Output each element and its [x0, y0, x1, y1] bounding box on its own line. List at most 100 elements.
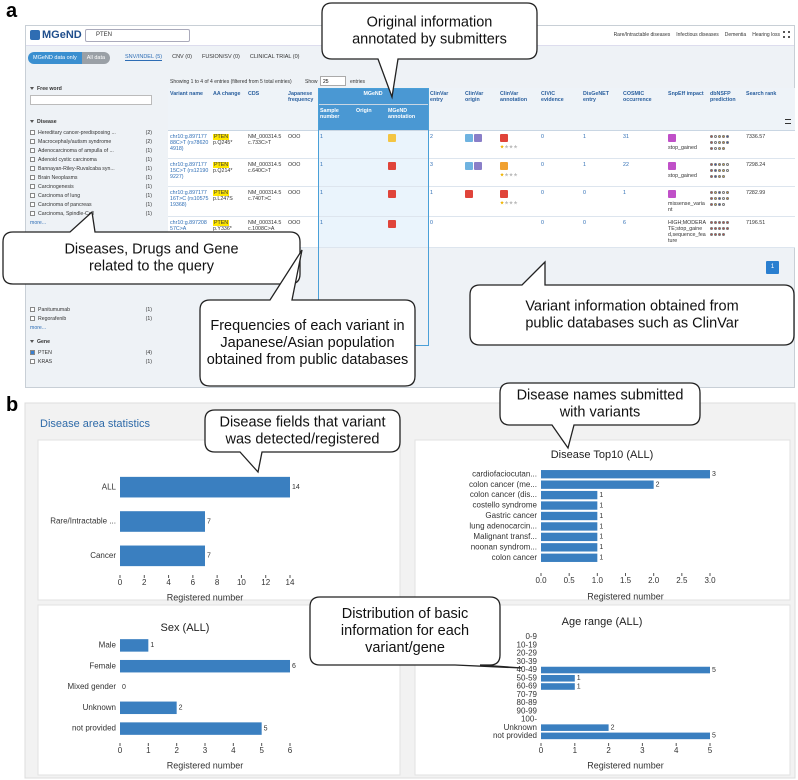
item-name[interactable]: Regorafenib: [38, 315, 67, 322]
dot: [721, 232, 725, 236]
dot: [714, 140, 718, 144]
column-header: ClinVar annotation: [498, 88, 540, 131]
icon: [474, 133, 483, 142]
dot: [721, 196, 725, 200]
pagination[interactable]: 1: [766, 261, 779, 274]
x-axis-label: Registered number: [587, 591, 664, 601]
chart-panel: [414, 604, 791, 776]
item-name[interactable]: Adenocarcinoma of ampulla of ...: [38, 147, 114, 154]
bar: [541, 480, 654, 489]
x-tick-label: 4: [231, 746, 236, 755]
value-label: 5: [712, 667, 716, 674]
cell: [708, 158, 745, 187]
checkbox[interactable]: [30, 184, 35, 189]
tab[interactable]: CNV (0): [172, 54, 192, 60]
y-tick-label: 40-49: [517, 665, 538, 674]
sidebar-item: Carcinogenesis (1): [30, 182, 152, 191]
chart-panel: [37, 439, 401, 601]
item-name[interactable]: Macrocephaly/autism syndrome: [38, 138, 112, 145]
dot: [717, 226, 721, 230]
y-tick-label: Female: [89, 661, 116, 670]
checkbox[interactable]: [30, 148, 35, 153]
checkbox[interactable]: [30, 211, 35, 216]
checkbox[interactable]: [30, 359, 35, 364]
table-row: chr10:g.89717788C>T (rs786204918) PTEN p.Q…: [168, 130, 796, 159]
tab[interactable]: SNV/INDEL (5): [125, 54, 163, 61]
tab[interactable]: FUSION/SV (0): [201, 54, 240, 60]
x-tick-label: 1: [573, 746, 578, 755]
value-label: 1: [577, 683, 581, 690]
gene: PTEN: [213, 133, 230, 140]
checkbox[interactable]: [30, 193, 35, 198]
dot: [721, 168, 725, 172]
item-name[interactable]: Carcinoma, Spindle-Cell: [38, 210, 94, 217]
item-name[interactable]: Brain Neoplasms: [38, 174, 78, 181]
dot: [717, 140, 721, 144]
item-name[interactable]: KRAS: [38, 358, 53, 365]
column-header: ClinVar origin: [463, 88, 499, 131]
x-tick-label: 10: [237, 578, 246, 587]
item-name[interactable]: Carcinoma of lung: [38, 192, 81, 199]
variant-name[interactable]: chr10:g.89720857C>A: [170, 219, 207, 232]
checkbox[interactable]: [30, 175, 35, 180]
nav-item[interactable]: Dementia: [724, 32, 747, 38]
free-word-input[interactable]: [30, 95, 152, 105]
cell: OOO: [286, 186, 318, 217]
checkbox[interactable]: [30, 350, 35, 355]
item-count: (1): [145, 315, 152, 322]
search-box[interactable]: PTEN: [85, 29, 190, 42]
nav-item[interactable]: Infectious diseases: [676, 32, 719, 38]
caret: [30, 87, 34, 90]
sample-number: 1: [320, 161, 323, 168]
nav-item[interactable]: Rare/Intractable diseases: [613, 32, 671, 38]
page-length[interactable]: 25: [320, 76, 346, 86]
checkbox[interactable]: [30, 157, 35, 162]
dot: [710, 202, 714, 206]
cell: 1: [621, 186, 667, 217]
more-link[interactable]: more...: [30, 220, 47, 226]
item-name[interactable]: PTEN: [38, 349, 52, 356]
icon: [388, 219, 396, 228]
more-link[interactable]: more...: [30, 325, 47, 331]
checkbox[interactable]: [30, 316, 35, 321]
item-name[interactable]: Panitumumab: [38, 306, 71, 313]
toggle-on[interactable]: MGeND data only: [28, 52, 82, 64]
item-name[interactable]: Hereditary cancer-predisposing ...: [38, 129, 116, 136]
value-label: 5: [712, 733, 716, 740]
dot: [714, 134, 718, 138]
item-name[interactable]: Carcinogenesis: [38, 183, 74, 190]
item-name[interactable]: Adenoid cystic carcinoma: [38, 156, 97, 163]
dot: [710, 232, 714, 236]
cds: NM_000314.5 c.1008C>A: [248, 219, 282, 232]
nav-item[interactable]: Hearing loss: [752, 32, 780, 38]
checkbox[interactable]: [30, 202, 35, 207]
sidebar-item: Brain Neoplasms (1): [30, 173, 152, 182]
x-tick-label: 12: [261, 578, 270, 587]
dot: [714, 196, 718, 200]
checkbox[interactable]: [30, 139, 35, 144]
variant-name[interactable]: chr10:g.89717716T>C (rs1057519368): [170, 189, 209, 208]
bar: [541, 674, 575, 682]
x-tick-label: 0: [118, 578, 123, 587]
stats-title: Disease area statistics: [40, 418, 151, 430]
dot: [717, 174, 721, 178]
icon: [668, 133, 677, 142]
toggle-off[interactable]: All data: [81, 52, 111, 64]
x-tick-label: 8: [215, 578, 220, 587]
search-rank: 7196.51: [746, 219, 766, 226]
chart-title: Age range (ALL): [562, 616, 643, 628]
variant-name[interactable]: chr10:g.89717715C>T (rs121909227): [170, 161, 209, 180]
tab[interactable]: CLINICAL TRIAL (0): [249, 54, 300, 60]
item-name[interactable]: Bannayan-Riley-Ruvalcaba syn...: [38, 165, 115, 172]
checkbox[interactable]: [30, 130, 35, 135]
checkbox[interactable]: [30, 166, 35, 171]
panel-label: b: [6, 394, 19, 416]
checkbox[interactable]: [30, 307, 35, 312]
variant-name[interactable]: chr10:g.89717788C>T (rs786204918): [170, 133, 209, 152]
civic: 0: [541, 219, 544, 226]
dot: [710, 146, 714, 150]
item-name[interactable]: Carcinoma of pancreas: [38, 201, 92, 208]
bar: [120, 476, 290, 498]
logo-icon: [30, 30, 40, 40]
